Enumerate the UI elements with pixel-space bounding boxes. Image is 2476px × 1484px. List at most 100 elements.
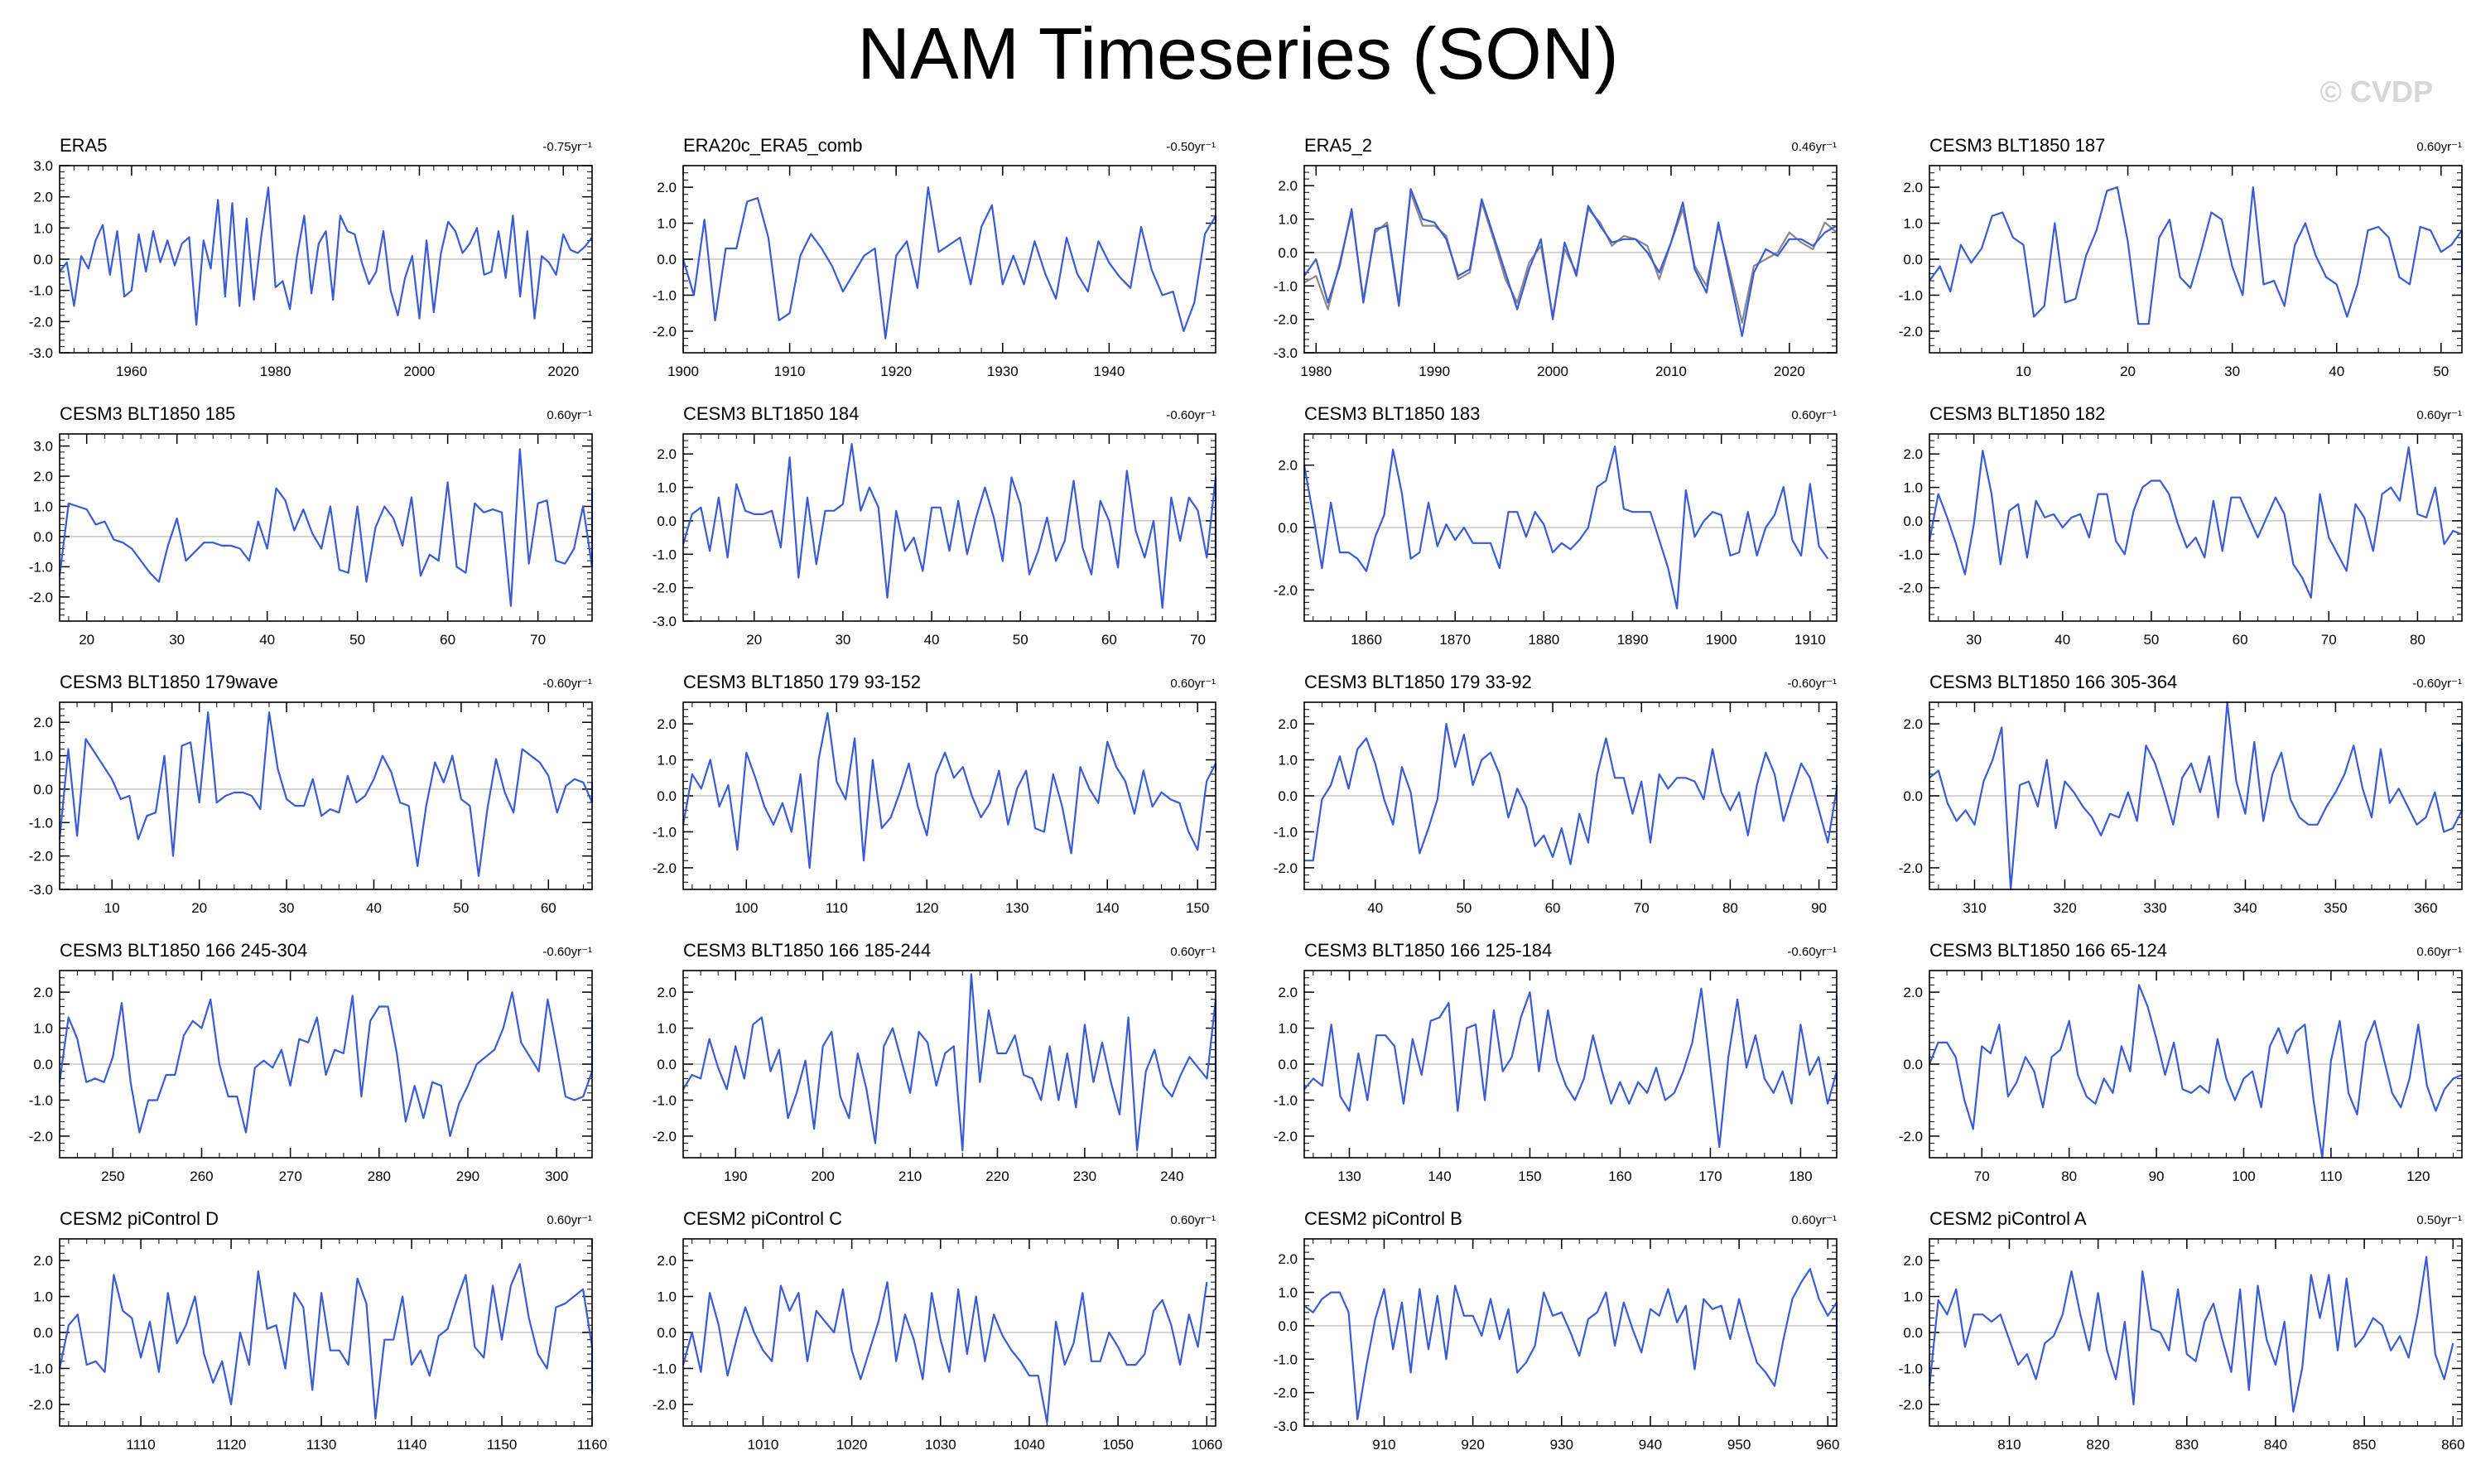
trend-label: 0.60yr⁻¹ <box>1170 1213 1216 1227</box>
plot-frame <box>59 701 593 890</box>
x-tick-label: 280 <box>368 1168 391 1184</box>
plot-frame <box>1929 165 2463 354</box>
y-tick-label: 2.0 <box>1903 985 1923 1000</box>
x-tick-label: 50 <box>453 900 469 916</box>
chart-panel: CESM3 BLT1850 166 185-244 0.60yr⁻¹ -2.0 -1.… <box>653 940 1217 1184</box>
chart-panel: CESM3 BLT1850 179 33-92 -0.60yr⁻¹ -2.0 -1.0… <box>1274 672 1838 916</box>
trend-label: -0.50yr⁻¹ <box>1166 140 1216 154</box>
y-tick-label: 1.0 <box>1903 1289 1923 1305</box>
x-tick-label: 60 <box>1545 900 1561 916</box>
y-tick-label: -2.0 <box>29 1397 53 1413</box>
y-tick-label: -3.0 <box>29 345 53 361</box>
x-tick-label: 940 <box>1639 1437 1662 1453</box>
x-tick-label: 40 <box>259 632 275 648</box>
y-tick-label: 2.0 <box>33 715 53 730</box>
chart-panel: CESM2 piControl B 0.60yr⁻¹ -3.0 -2.0 -1.0 0.0… <box>1274 1208 1840 1453</box>
y-tick-label: 0.0 <box>1278 245 1298 261</box>
plot-frame <box>59 1238 593 1427</box>
y-tick-label: -2.0 <box>653 860 677 876</box>
trend-label: 0.50yr⁻¹ <box>2416 1213 2462 1227</box>
x-tick-label: 1860 <box>1351 632 1382 648</box>
y-tick-label: 0.0 <box>657 788 677 804</box>
x-tick-label: 1910 <box>1794 632 1826 648</box>
x-tick-label: 180 <box>1789 1168 1812 1184</box>
y-tick-label: 1.0 <box>657 1021 677 1037</box>
x-tick-label: 1900 <box>1706 632 1737 648</box>
x-tick-label: 1120 <box>216 1437 247 1453</box>
x-tick-label: 960 <box>1816 1437 1839 1453</box>
trend-label: 0.46yr⁻¹ <box>1791 140 1837 154</box>
chart-panel: CESM3 BLT1850 185 0.60yr⁻¹ -2.0 -1.0 0.0 1.0 2… <box>29 403 594 648</box>
plot-frame <box>1303 165 1838 354</box>
y-tick-label: -1.0 <box>1274 1092 1298 1108</box>
x-tick-label: 1030 <box>925 1437 956 1453</box>
y-tick-label: 0.0 <box>1903 788 1923 804</box>
y-tick-label: -1.0 <box>653 824 677 840</box>
trend-label: 0.60yr⁻¹ <box>2416 408 2462 422</box>
x-tick-label: 1940 <box>1093 364 1125 379</box>
chart-panel: CESM2 piControl D 0.60yr⁻¹ -2.0 -1.0 0.0 1.0 2… <box>29 1208 608 1453</box>
plot-frame <box>1929 433 2463 622</box>
plot-frame <box>1929 701 2463 890</box>
y-tick-label: -3.0 <box>1274 345 1298 361</box>
y-tick-label: -2.0 <box>653 1129 677 1144</box>
y-tick-label: 1.0 <box>1903 216 1923 232</box>
x-tick-label: 1050 <box>1102 1437 1134 1453</box>
x-tick-label: 120 <box>915 900 938 916</box>
x-tick-label: 1910 <box>774 364 806 379</box>
y-tick-label: -2.0 <box>1899 1129 1923 1144</box>
panel-title: CESM2 piControl C <box>683 1208 842 1229</box>
y-tick-label: -2.0 <box>1274 312 1298 328</box>
x-tick-label: 300 <box>545 1168 568 1184</box>
x-tick-label: 40 <box>2055 632 2070 648</box>
x-tick-label: 230 <box>1073 1168 1096 1184</box>
x-tick-label: 80 <box>2061 1168 2077 1184</box>
trend-label: 0.60yr⁻¹ <box>2416 140 2462 154</box>
x-tick-label: 70 <box>530 632 546 648</box>
trend-label: 0.60yr⁻¹ <box>1791 1213 1837 1227</box>
x-tick-label: 40 <box>366 900 382 916</box>
y-tick-label: 0.0 <box>33 782 53 797</box>
trend-label: -0.60yr⁻¹ <box>542 945 592 959</box>
x-tick-label: 1990 <box>1419 364 1450 379</box>
y-tick-label: -2.0 <box>1899 581 1923 596</box>
x-tick-label: 40 <box>924 632 940 648</box>
panel-title: CESM3 BLT1850 183 <box>1304 403 1480 424</box>
x-tick-label: 350 <box>2324 900 2347 916</box>
plot-frame <box>682 970 1216 1159</box>
trend-label: -0.60yr⁻¹ <box>1787 945 1837 959</box>
y-tick-label: -2.0 <box>653 581 677 596</box>
x-tick-label: 100 <box>2232 1168 2255 1184</box>
plot-frame <box>682 701 1216 890</box>
y-tick-label: 1.0 <box>657 753 677 768</box>
y-tick-label: 0.0 <box>33 1325 53 1341</box>
series-line <box>58 990 594 1138</box>
plot-frame <box>59 433 593 622</box>
panel-title: CESM3 BLT1850 179 93-152 <box>683 672 921 692</box>
x-tick-label: 320 <box>2053 900 2076 916</box>
series-line <box>1304 722 1838 865</box>
y-tick-label: -2.0 <box>1899 324 1923 340</box>
panel-title: ERA5_2 <box>1304 135 1372 156</box>
y-tick-label: -1.0 <box>29 1361 53 1376</box>
chart-panel: ERA5_2 0.46yr⁻¹ -3.0 -2.0 -1.0 0.0 1.0 2.0 1980 1… <box>1274 135 1838 379</box>
y-tick-label: 2.0 <box>657 1253 677 1269</box>
y-tick-label: 0.0 <box>1903 1325 1923 1341</box>
chart-panel: CESM3 BLT1850 166 245-304 -0.60yr⁻¹ -2.0 -1… <box>29 940 594 1184</box>
x-tick-label: 2010 <box>1655 364 1687 379</box>
x-tick-label: 1900 <box>667 364 699 379</box>
chart-panel: ERA20c_ERA5_comb -0.50yr⁻¹ -2.0 -1.0 0.0 1.0 2… <box>653 135 1217 379</box>
x-tick-label: 140 <box>1096 900 1119 916</box>
x-tick-label: 150 <box>1518 1168 1541 1184</box>
x-tick-label: 2020 <box>547 364 579 379</box>
y-tick-label: 2.0 <box>33 190 53 205</box>
trend-label: 0.60yr⁻¹ <box>547 1213 592 1227</box>
x-tick-label: 110 <box>2319 1168 2342 1184</box>
x-tick-label: 130 <box>1337 1168 1361 1184</box>
x-tick-label: 40 <box>2329 364 2344 379</box>
y-tick-label: 0.0 <box>33 529 53 545</box>
y-tick-label: 2.0 <box>657 180 677 195</box>
x-tick-label: 840 <box>2264 1437 2287 1453</box>
y-tick-label: -2.0 <box>1274 860 1298 876</box>
